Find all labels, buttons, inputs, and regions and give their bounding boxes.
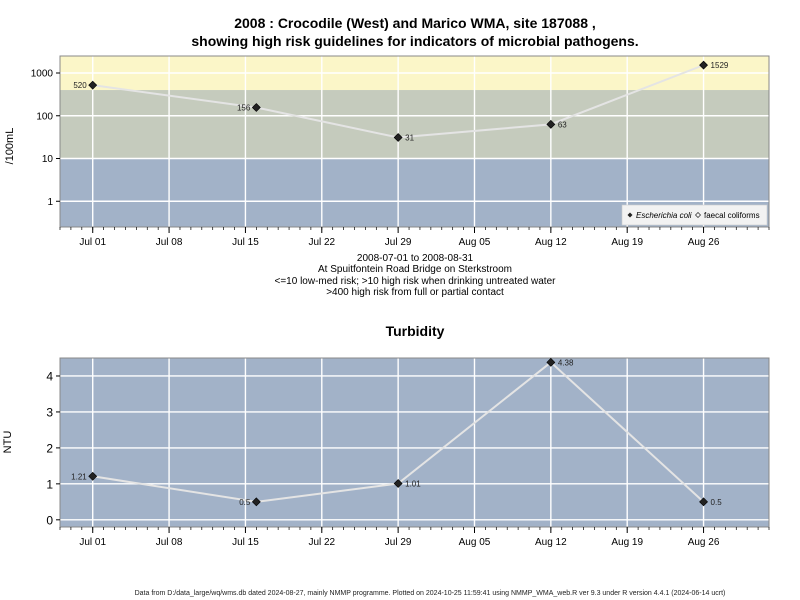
plot-border bbox=[59, 357, 770, 528]
data-point bbox=[699, 497, 708, 507]
y-tick-label: 10 bbox=[42, 154, 54, 165]
data-point bbox=[88, 80, 98, 90]
y-tick-label: 2 bbox=[46, 441, 53, 455]
y-tick-label: 4 bbox=[46, 369, 53, 383]
plot-border bbox=[59, 55, 770, 228]
y-tick-label: 0 bbox=[46, 513, 53, 527]
x-tick-label: Aug 26 bbox=[688, 237, 720, 248]
legend-marker-ecoli bbox=[627, 212, 633, 218]
data-label: 156 bbox=[237, 104, 251, 113]
x-tick-label: Jul 15 bbox=[232, 537, 259, 548]
legend-label-ecoli: Escherichia coli bbox=[636, 211, 692, 220]
x-tick-label: Aug 12 bbox=[535, 537, 567, 548]
data-label: 4.38 bbox=[558, 358, 574, 367]
data-label: 1529 bbox=[711, 61, 729, 70]
panel-turbidity: 0 1 2 3 4 Jul 01 Jul 08 Jul 15 Jul 22 Jul 29 Aug 0… bbox=[46, 357, 770, 548]
note-low-risk: <=10 low-med risk; >10 high risk when dr… bbox=[274, 276, 556, 287]
data-label: 0.5 bbox=[239, 498, 251, 507]
data-point bbox=[251, 497, 261, 507]
y-tick-label: 1000 bbox=[31, 69, 54, 80]
data-label: 1.01 bbox=[405, 479, 421, 488]
legend-box bbox=[621, 204, 768, 226]
y-tick-label: 3 bbox=[46, 405, 53, 419]
x-tick-label: Aug 05 bbox=[459, 537, 491, 548]
note-high-risk: >400 high risk from full or partial cont… bbox=[326, 287, 504, 298]
data-label: 520 bbox=[73, 81, 87, 90]
legend: Escherichia coli faecal coliforms bbox=[621, 204, 768, 226]
x-tick-label: Jul 15 bbox=[232, 237, 259, 248]
x-tick-label: Jul 22 bbox=[308, 537, 335, 548]
x-tick-label: Aug 19 bbox=[611, 237, 643, 248]
panel-microbial: 1 10 100 1000 Jul 01 Jul 08 Jul 15 Jul 22 Jul 29… bbox=[31, 55, 770, 248]
x-tick-label: Jul 08 bbox=[156, 537, 183, 548]
x-tick-label: Jul 29 bbox=[385, 537, 412, 548]
risk-band bbox=[60, 90, 769, 159]
x-tick-label: Jul 01 bbox=[79, 237, 106, 248]
data-label: 31 bbox=[405, 134, 414, 143]
chart-title-line-1: 2008 : Crocodile (West) and Marico WMA, … bbox=[234, 15, 596, 31]
data-label: 1.21 bbox=[71, 472, 87, 481]
data-point bbox=[699, 60, 708, 70]
data-label: 63 bbox=[558, 120, 567, 129]
x-tick-label: Aug 12 bbox=[535, 237, 567, 248]
footer-note: Data from D:/data_large/wq/wms.db dated … bbox=[134, 590, 726, 597]
plot-background bbox=[60, 358, 769, 527]
data-point bbox=[88, 471, 98, 481]
y-tick-label: 1 bbox=[46, 477, 53, 491]
turbidity-title: Turbidity bbox=[385, 323, 445, 339]
y-tick-label: 1 bbox=[47, 197, 53, 208]
x-tick-label: Aug 05 bbox=[459, 237, 491, 248]
y-tick-label: 100 bbox=[36, 111, 53, 122]
note-date-range: 2008-07-01 to 2008-08-31 bbox=[356, 253, 474, 264]
x-tick-label: Jul 22 bbox=[308, 237, 335, 248]
x-tick-label: Jul 29 bbox=[385, 237, 412, 248]
legend-marker-faecal bbox=[695, 212, 701, 218]
x-tick-label: Aug 19 bbox=[611, 537, 643, 548]
data-label: 0.5 bbox=[711, 498, 723, 507]
x-tick-label: Aug 26 bbox=[688, 537, 720, 548]
x-tick-label: Jul 08 bbox=[156, 237, 183, 248]
legend-label-faecal: faecal coliforms bbox=[704, 211, 760, 220]
x-tick-label: Jul 01 bbox=[79, 537, 106, 548]
data-point bbox=[251, 103, 261, 112]
data-point bbox=[393, 479, 403, 488]
chart-title-line-2: showing high risk guidelines for indicat… bbox=[191, 33, 639, 49]
data-point bbox=[546, 119, 556, 129]
data-point bbox=[546, 357, 556, 367]
data-point bbox=[393, 133, 403, 142]
note-site: At Spuitfontein Road Bridge on Sterkstro… bbox=[318, 264, 512, 275]
